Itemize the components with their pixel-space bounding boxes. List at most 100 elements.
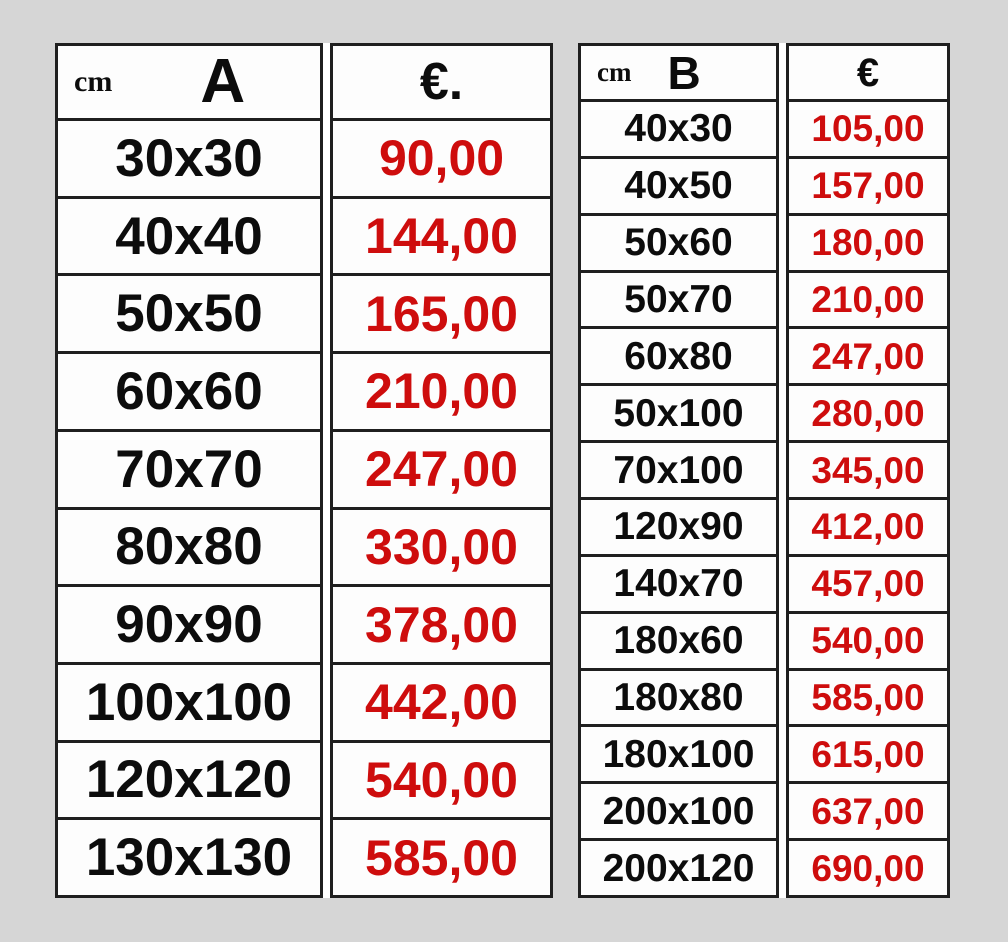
table-row: 130x130 bbox=[58, 817, 320, 896]
size-cell: 70x100 bbox=[613, 448, 744, 492]
table-row: 200x120 bbox=[581, 838, 776, 896]
table-row: 40x30 bbox=[581, 99, 776, 156]
size-cell: 200x120 bbox=[602, 846, 755, 890]
price-cell: 637,00 bbox=[811, 790, 925, 832]
table-row: 60x60 bbox=[58, 351, 320, 429]
table-row: 180x80 bbox=[581, 667, 776, 725]
price-cell: 330,00 bbox=[365, 518, 518, 575]
price-cell: 90,00 bbox=[378, 130, 505, 187]
table-b-size-column: cm B 40x30 40x50 50x60 50x70 bbox=[578, 43, 779, 898]
table-row: 157,00 bbox=[789, 155, 947, 213]
size-cell: 50x60 bbox=[624, 221, 733, 265]
table-b-price-column: € 105,00 157,00 180,00 210,00 bbox=[786, 43, 950, 898]
price-cell: 180,00 bbox=[811, 222, 925, 264]
table-row: 457,00 bbox=[789, 553, 947, 611]
table-row: 210,00 bbox=[333, 351, 550, 429]
table-row: 120x120 bbox=[58, 739, 320, 818]
table-row: 90x90 bbox=[58, 584, 320, 662]
table-row: 200x100 bbox=[581, 781, 776, 839]
table-row: 60x80 bbox=[581, 326, 776, 384]
size-cell: 80x80 bbox=[115, 517, 263, 577]
size-cell: 50x50 bbox=[115, 284, 263, 344]
table-row: 442,00 bbox=[333, 661, 550, 740]
table-a-price-column: €. 90,00 144,00 165,00 210,00 bbox=[330, 43, 553, 898]
price-cell: 247,00 bbox=[811, 335, 925, 377]
price-cell: 378,00 bbox=[365, 596, 518, 653]
table-row: 345,00 bbox=[789, 440, 947, 498]
table-row: 637,00 bbox=[789, 781, 947, 839]
size-cell: 40x40 bbox=[115, 206, 263, 266]
table-a-currency-label: €. bbox=[419, 53, 464, 111]
table-a-price-header: €. bbox=[333, 46, 550, 118]
table-b-size-header: cm B bbox=[581, 46, 776, 99]
table-a-title: A bbox=[200, 47, 246, 116]
table-row: 165,00 bbox=[333, 273, 550, 352]
table-row: 80x80 bbox=[58, 506, 320, 585]
table-a-size-header: cm A bbox=[58, 46, 320, 118]
price-cell: 615,00 bbox=[811, 733, 925, 775]
table-row: 50x100 bbox=[581, 383, 776, 441]
price-cell: 690,00 bbox=[811, 847, 925, 889]
price-table-a: cm A 30x30 40x40 50x50 60x60 bbox=[55, 43, 553, 898]
table-row: 180x60 bbox=[581, 610, 776, 668]
size-cell: 60x80 bbox=[624, 334, 733, 378]
table-row: 50x60 bbox=[581, 212, 776, 270]
table-row: 690,00 bbox=[789, 838, 947, 896]
table-a-size-column: cm A 30x30 40x40 50x50 60x60 bbox=[55, 43, 323, 898]
table-row: 40x40 bbox=[58, 195, 320, 274]
size-cell: 180x100 bbox=[602, 732, 755, 776]
table-row: 70x70 bbox=[58, 428, 320, 507]
table-row: 90,00 bbox=[333, 118, 550, 196]
size-cell: 40x50 bbox=[624, 164, 733, 208]
size-cell: 50x100 bbox=[613, 391, 744, 435]
price-cell: 280,00 bbox=[811, 392, 925, 434]
table-row: 120x90 bbox=[581, 497, 776, 554]
size-cell: 30x30 bbox=[115, 128, 263, 188]
size-cell: 90x90 bbox=[115, 595, 263, 655]
table-b-currency-label: € bbox=[856, 50, 880, 95]
size-cell: 120x90 bbox=[613, 505, 744, 549]
table-a-size-rows: 30x30 40x40 50x50 60x60 70x70 bbox=[58, 118, 320, 896]
price-cell: 540,00 bbox=[811, 620, 925, 662]
size-cell: 100x100 bbox=[85, 672, 293, 732]
price-cell: 585,00 bbox=[811, 677, 925, 719]
price-cell: 540,00 bbox=[365, 751, 518, 808]
table-a-price-rows: 90,00 144,00 165,00 210,00 247,00 bbox=[333, 118, 550, 896]
table-row: 280,00 bbox=[789, 383, 947, 441]
size-cell: 130x130 bbox=[85, 828, 293, 888]
price-cell: 457,00 bbox=[811, 563, 925, 605]
table-a-unit-label: cm bbox=[74, 65, 113, 98]
table-row: 70x100 bbox=[581, 440, 776, 498]
table-row: 412,00 bbox=[789, 497, 947, 554]
price-cell: 585,00 bbox=[365, 829, 518, 886]
table-row: 30x30 bbox=[58, 118, 320, 196]
table-row: 378,00 bbox=[333, 584, 550, 662]
table-b-unit-label: cm bbox=[597, 57, 632, 87]
table-row: 50x50 bbox=[58, 273, 320, 352]
table-b-title: B bbox=[667, 46, 701, 99]
table-row: 247,00 bbox=[333, 428, 550, 507]
size-cell: 70x70 bbox=[115, 439, 263, 499]
table-row: 144,00 bbox=[333, 195, 550, 274]
table-row: 100x100 bbox=[58, 661, 320, 740]
price-cell: 165,00 bbox=[365, 285, 518, 342]
price-table-b: cm B 40x30 40x50 50x60 50x70 bbox=[578, 43, 950, 898]
size-cell: 180x80 bbox=[613, 676, 744, 720]
size-cell: 60x60 bbox=[115, 361, 263, 421]
size-cell: 200x100 bbox=[602, 789, 755, 833]
price-cell: 210,00 bbox=[811, 279, 925, 320]
table-b-price-rows: 105,00 157,00 180,00 210,00 247,00 bbox=[789, 99, 947, 896]
size-cell: 40x30 bbox=[624, 107, 733, 151]
table-row: 540,00 bbox=[333, 739, 550, 818]
table-row: 210,00 bbox=[789, 269, 947, 327]
table-row: 540,00 bbox=[789, 610, 947, 668]
price-cell: 144,00 bbox=[365, 208, 518, 265]
size-cell: 120x120 bbox=[85, 750, 293, 810]
table-row: 585,00 bbox=[789, 667, 947, 725]
price-cell: 247,00 bbox=[365, 441, 518, 498]
table-row: 330,00 bbox=[333, 506, 550, 585]
size-cell: 180x60 bbox=[613, 619, 744, 663]
table-b-size-rows: 40x30 40x50 50x60 50x70 60x80 bbox=[581, 99, 776, 896]
table-row: 140x70 bbox=[581, 553, 776, 611]
